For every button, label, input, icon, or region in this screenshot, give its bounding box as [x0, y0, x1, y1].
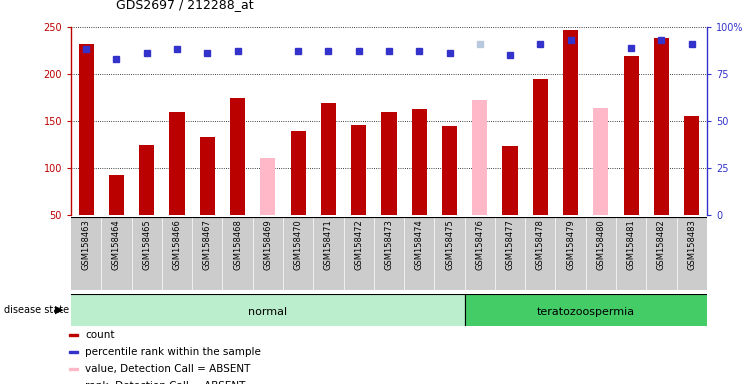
Bar — [170, 113, 185, 215]
Text: GSM158470: GSM158470 — [294, 219, 303, 270]
Bar — [260, 158, 275, 215]
Bar — [525, 217, 556, 290]
Bar — [677, 217, 707, 290]
Bar — [404, 217, 435, 290]
Bar — [343, 217, 374, 290]
Bar — [442, 126, 457, 215]
Bar — [381, 113, 396, 215]
Bar — [411, 109, 427, 215]
Bar — [374, 217, 404, 290]
Text: GSM158473: GSM158473 — [384, 219, 393, 270]
Text: GSM158478: GSM158478 — [536, 219, 545, 270]
Bar — [616, 217, 646, 290]
Bar — [503, 146, 518, 215]
Bar — [533, 79, 548, 215]
Text: GSM158475: GSM158475 — [445, 219, 454, 270]
Bar — [563, 30, 578, 215]
Text: GSM158469: GSM158469 — [263, 219, 272, 270]
Text: GSM158468: GSM158468 — [233, 219, 242, 270]
Bar — [465, 217, 495, 290]
Bar — [313, 217, 343, 290]
Bar — [162, 217, 192, 290]
Bar — [556, 217, 586, 290]
Bar — [646, 217, 677, 290]
Text: teratozoospermia: teratozoospermia — [537, 307, 635, 317]
Bar — [69, 367, 78, 370]
Bar — [495, 217, 525, 290]
Bar — [222, 217, 253, 290]
Bar — [200, 137, 215, 215]
Bar — [472, 100, 488, 215]
Bar — [290, 131, 306, 215]
Text: GSM158463: GSM158463 — [82, 219, 91, 270]
Bar — [351, 125, 367, 215]
Bar — [132, 217, 162, 290]
Text: value, Detection Call = ABSENT: value, Detection Call = ABSENT — [85, 364, 251, 374]
Bar — [586, 217, 616, 290]
Bar — [283, 217, 313, 290]
Text: GSM158474: GSM158474 — [414, 219, 423, 270]
Text: GSM158464: GSM158464 — [112, 219, 121, 270]
Bar — [465, 294, 707, 326]
Text: GSM158482: GSM158482 — [657, 219, 666, 270]
Bar — [71, 294, 465, 326]
Text: GSM158481: GSM158481 — [627, 219, 636, 270]
Bar — [79, 44, 94, 215]
Text: GSM158471: GSM158471 — [324, 219, 333, 270]
Text: GSM158476: GSM158476 — [475, 219, 484, 270]
Text: GSM158472: GSM158472 — [355, 219, 364, 270]
Bar — [230, 98, 245, 215]
Text: disease state: disease state — [4, 305, 69, 315]
Text: ▶: ▶ — [55, 305, 64, 315]
Bar — [192, 217, 222, 290]
Text: GSM158465: GSM158465 — [142, 219, 151, 270]
Bar — [109, 175, 124, 215]
Text: count: count — [85, 330, 114, 340]
Text: GSM158477: GSM158477 — [506, 219, 515, 270]
Text: GSM158467: GSM158467 — [203, 219, 212, 270]
Bar — [71, 217, 101, 290]
Text: normal: normal — [248, 307, 287, 317]
Bar — [593, 108, 608, 215]
Bar — [253, 217, 283, 290]
Text: GDS2697 / 212288_at: GDS2697 / 212288_at — [116, 0, 254, 12]
Bar — [69, 334, 78, 336]
Text: rank, Detection Call = ABSENT: rank, Detection Call = ABSENT — [85, 381, 245, 384]
Text: GSM158483: GSM158483 — [687, 219, 696, 270]
Bar — [624, 56, 639, 215]
Bar — [435, 217, 465, 290]
Bar — [139, 146, 154, 215]
Text: GSM158479: GSM158479 — [566, 219, 575, 270]
Bar — [684, 116, 699, 215]
Text: GSM158466: GSM158466 — [173, 219, 182, 270]
Text: GSM158480: GSM158480 — [596, 219, 605, 270]
Bar — [101, 217, 132, 290]
Bar — [321, 103, 336, 215]
Bar — [69, 351, 78, 353]
Bar — [654, 38, 669, 215]
Text: percentile rank within the sample: percentile rank within the sample — [85, 347, 261, 357]
